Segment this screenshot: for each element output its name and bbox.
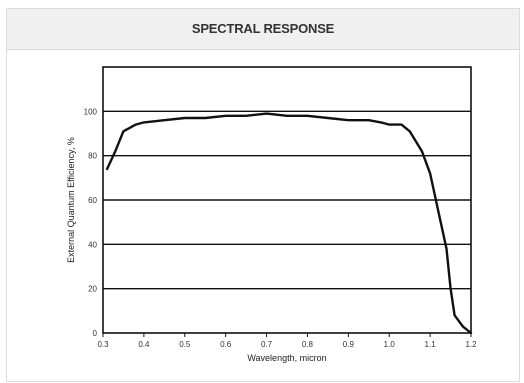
x-tick-label-4: 0.7	[261, 340, 273, 349]
panel-title: SPECTRAL RESPONSE	[191, 21, 335, 36]
y-tick-label-5: 100	[84, 107, 98, 116]
x-tick-label-1: 0.4	[138, 340, 150, 349]
x-tick-label-3: 0.6	[220, 340, 232, 349]
y-tick-label-3: 60	[88, 196, 97, 205]
x-tick-label-0: 0.3	[97, 340, 109, 349]
x-tick-label-8: 1.1	[425, 340, 437, 349]
panel-header: SPECTRAL RESPONSE	[7, 9, 519, 50]
y-tick-label-1: 20	[88, 285, 97, 294]
y-axis-label: External Quantum Efficiency, %	[66, 137, 76, 263]
series-line-0	[105, 112, 473, 335]
x-tick-label-9: 1.2	[465, 340, 477, 349]
y-tick-label-0: 0	[93, 329, 98, 338]
x-tick-label-7: 1.0	[384, 340, 396, 349]
x-tick-label-2: 0.5	[179, 340, 191, 349]
x-axis-label: Wavelength, micron	[247, 353, 326, 363]
y-tick-label-4: 80	[88, 152, 97, 161]
y-tick-label-2: 40	[88, 240, 97, 249]
plot-frame	[102, 66, 472, 334]
x-tick-label-5: 0.8	[302, 340, 314, 349]
x-tick-label-6: 0.9	[343, 340, 355, 349]
